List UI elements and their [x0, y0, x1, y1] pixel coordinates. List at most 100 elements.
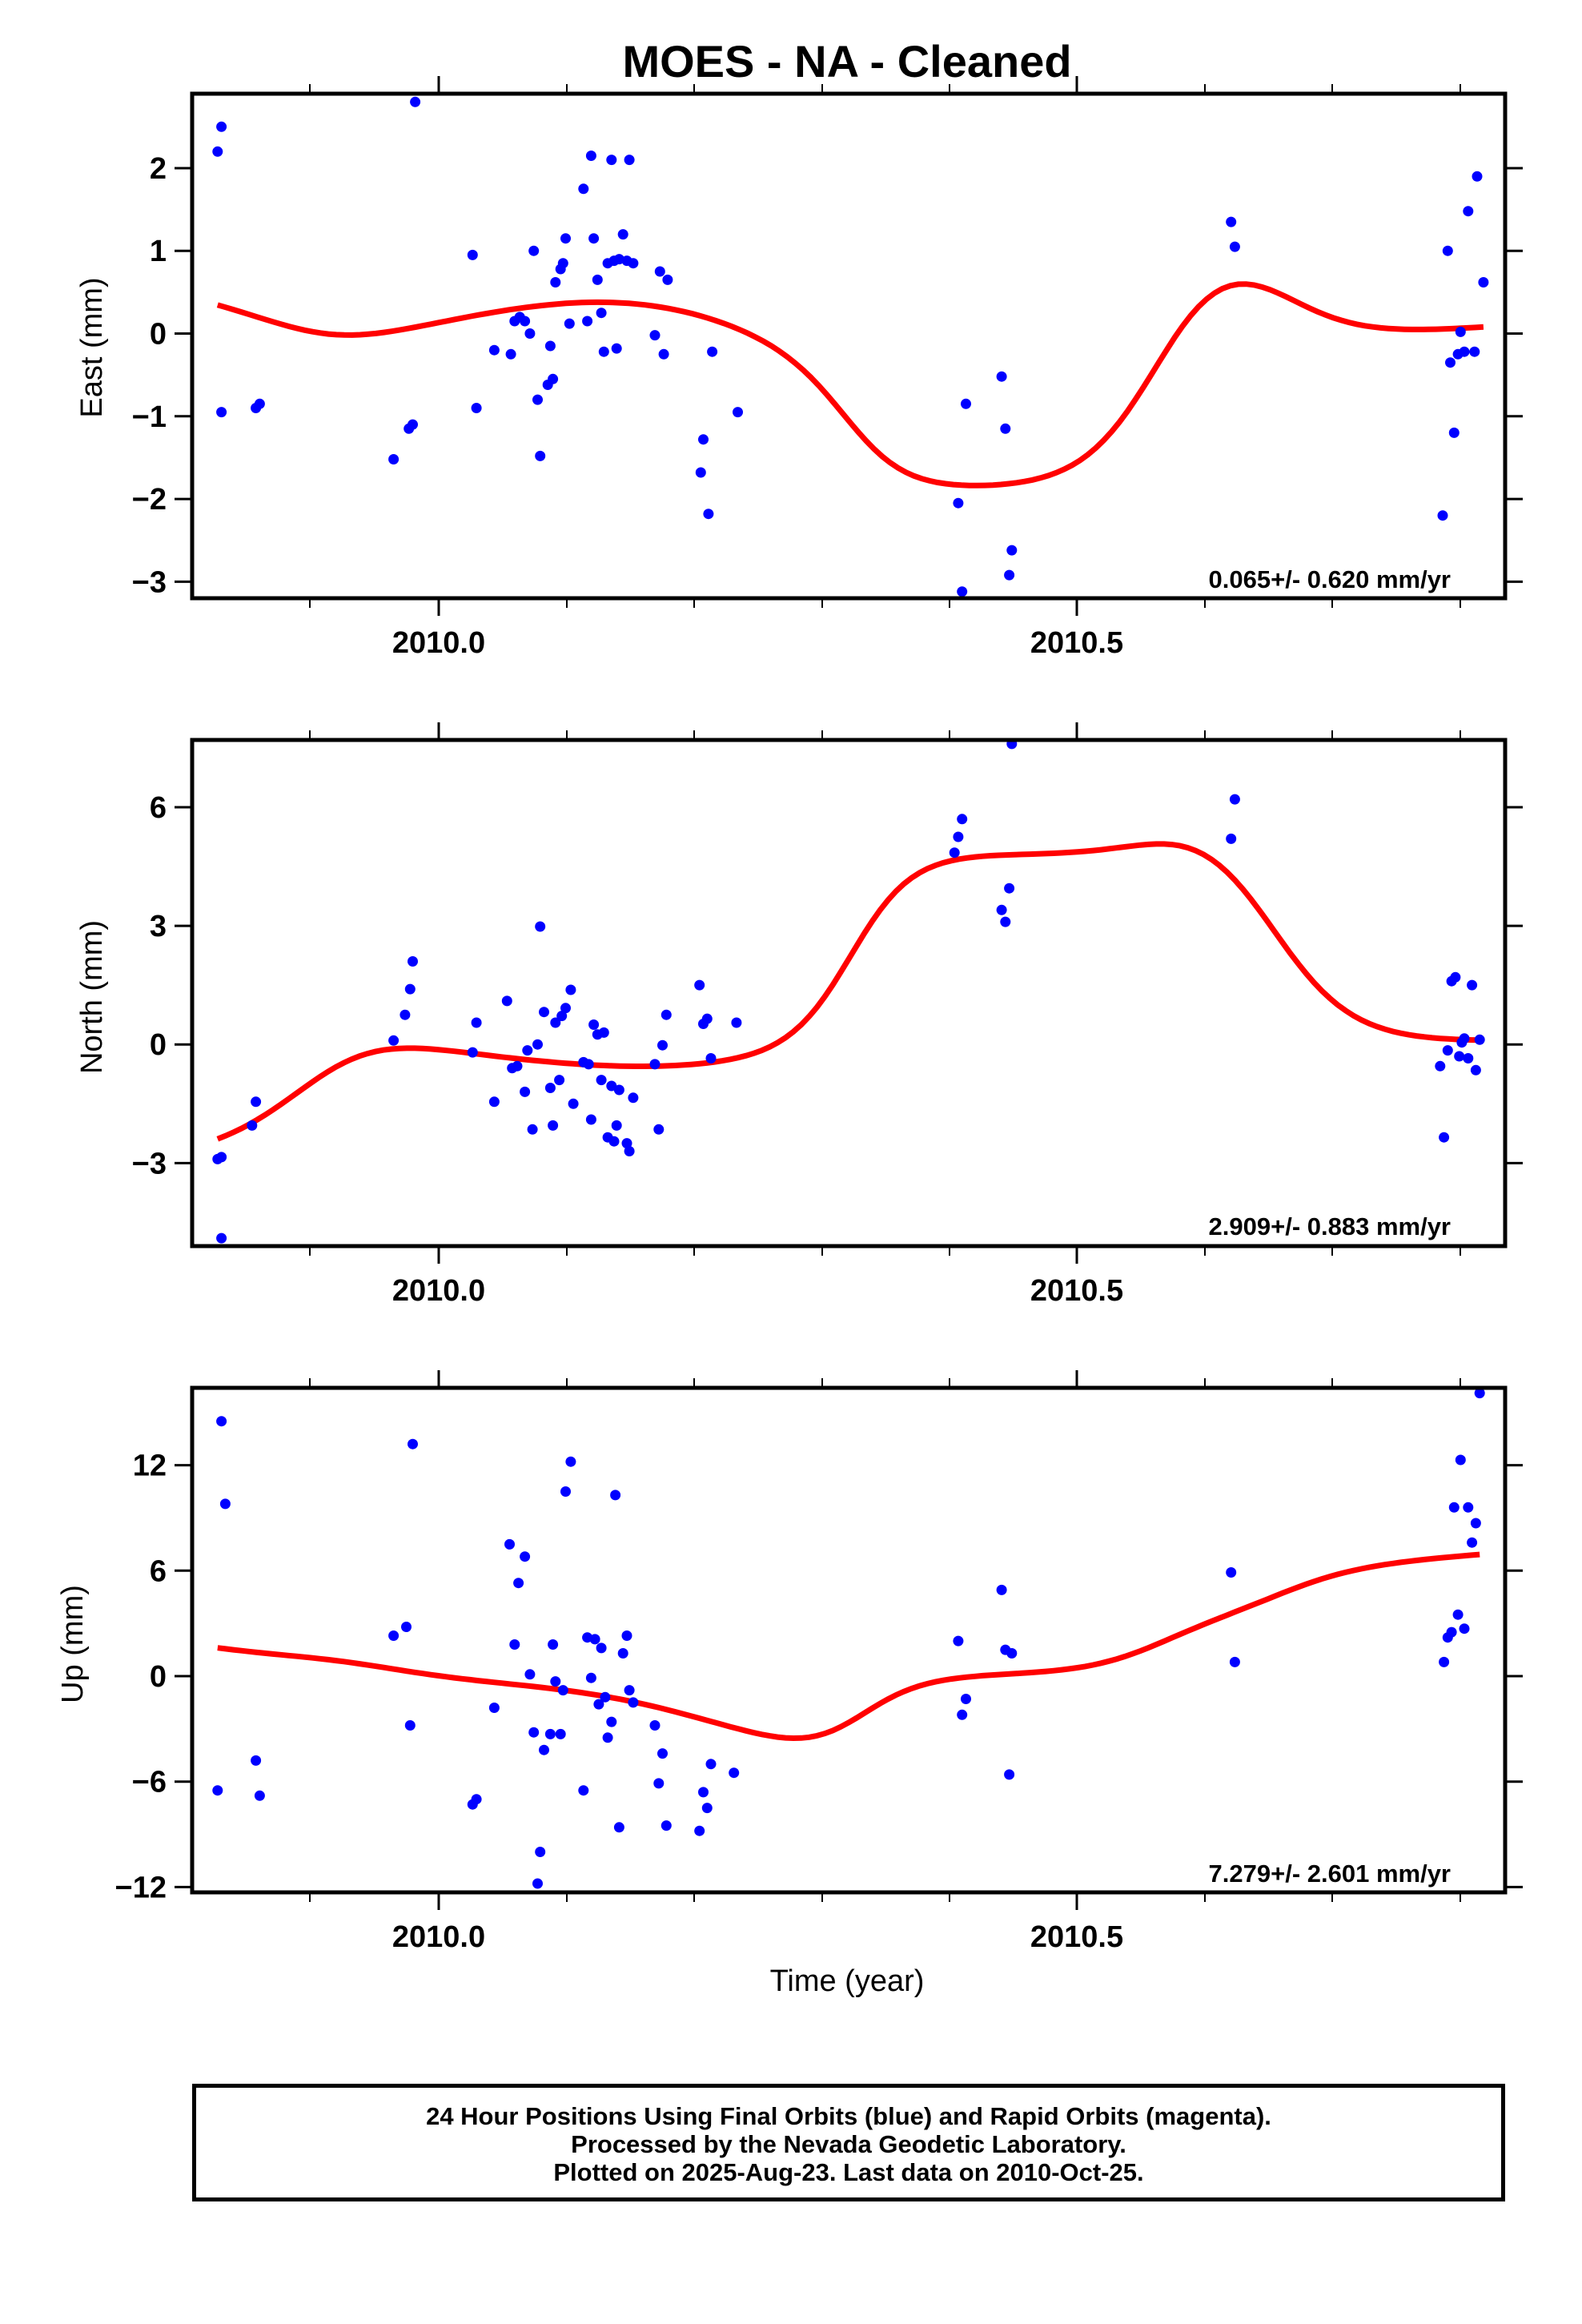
north-data-point	[583, 1059, 594, 1070]
up-data-point	[617, 1648, 628, 1659]
up-data-point	[1439, 1656, 1450, 1667]
east-data-point	[698, 434, 709, 445]
up-data-point	[957, 1709, 968, 1720]
north-data-point	[216, 1152, 227, 1163]
up-data-point	[1459, 1623, 1470, 1634]
up-data-point	[471, 1794, 482, 1805]
up-data-point	[404, 1720, 416, 1731]
up-data-point	[216, 1416, 227, 1427]
up-data-point	[401, 1622, 412, 1632]
north-data-point	[585, 1114, 596, 1125]
up-data-point	[1448, 1502, 1460, 1513]
north-data-point	[535, 921, 546, 932]
up-plot-frame	[190, 1385, 1508, 1895]
up-data-point	[1004, 1769, 1015, 1780]
up-x-tick-label: 2010.5	[1030, 1920, 1123, 1954]
up-data-point	[649, 1720, 661, 1731]
up-data-point	[694, 1825, 705, 1836]
up-data-point	[589, 1634, 600, 1645]
up-data-point	[961, 1694, 971, 1704]
east-y-tick-label: −1	[132, 400, 167, 434]
north-data-point	[1226, 833, 1237, 844]
up-data-point	[504, 1538, 515, 1550]
footer-line-orbits: 24 Hour Positions Using Final Orbits (bl…	[426, 2102, 1271, 2130]
east-data-point	[1006, 545, 1018, 556]
north-data-point	[512, 1060, 523, 1072]
north-y-tick-label: 0	[150, 1028, 167, 1062]
east-data-point	[1463, 206, 1474, 217]
up-data-point	[1455, 1454, 1466, 1466]
east-data-point	[611, 343, 622, 354]
up-data-point	[513, 1578, 524, 1589]
north-data-point	[400, 1009, 411, 1020]
east-data-point	[548, 373, 559, 384]
up-data-point	[1463, 1502, 1474, 1513]
north-rate-label: 2.909+/- 0.883 mm/yr	[1209, 1212, 1451, 1240]
east-data-point	[588, 233, 600, 244]
north-y-tick-label: 6	[150, 791, 167, 825]
north-x-tick-label: 2010.5	[1030, 1274, 1123, 1308]
up-data-point	[593, 1699, 604, 1710]
east-data-point	[582, 316, 593, 327]
footer-line-processed: Processed by the Nevada Geodetic Laborat…	[571, 2130, 1126, 2158]
up-data-point	[613, 1822, 624, 1833]
up-panel: 2010.0 2010.5 12 6 0 −6 −12 Up (mm) 7.279+/- 2…	[56, 1370, 1523, 1954]
north-data-point	[408, 956, 418, 967]
north-data-point	[1442, 1045, 1453, 1056]
up-fit-curve	[217, 1551, 1480, 1742]
up-data-point	[610, 1490, 621, 1501]
north-data-point	[556, 1011, 568, 1022]
up-data-point	[560, 1486, 571, 1497]
east-data-point	[1000, 423, 1011, 434]
north-data-point	[1463, 1053, 1474, 1063]
east-fit-layer	[216, 281, 1484, 489]
east-data-point	[598, 346, 609, 357]
north-data-point	[608, 1136, 620, 1147]
north-data-point	[1470, 1064, 1481, 1076]
north-data-point	[1435, 1060, 1446, 1072]
north-data-point	[606, 1080, 617, 1092]
up-data-point	[555, 1728, 566, 1739]
up-data-point	[596, 1642, 607, 1654]
east-data-point	[388, 454, 400, 464]
north-data-point	[996, 904, 1007, 915]
footer-note: 24 Hour Positions Using Final Orbits (bl…	[192, 2084, 1505, 2201]
north-data-point	[1454, 1051, 1465, 1062]
east-points-layer	[212, 96, 1489, 597]
chart-title: MOES - NA - Cleaned	[622, 36, 1071, 86]
up-data-point	[578, 1785, 589, 1796]
north-data-point	[1467, 979, 1478, 991]
east-data-point	[654, 266, 665, 277]
east-data-point	[544, 340, 556, 352]
north-data-point	[701, 1013, 713, 1024]
east-data-point	[1448, 427, 1460, 438]
east-data-point	[658, 348, 669, 360]
up-y-tick-label: 12	[133, 1449, 167, 1483]
up-y-tick-label: −12	[115, 1871, 167, 1904]
up-data-point	[548, 1639, 559, 1650]
up-rate-label: 7.279+/- 2.601 mm/yr	[1209, 1860, 1451, 1888]
up-data-point	[996, 1584, 1007, 1595]
north-data-point	[1474, 1034, 1485, 1045]
up-data-point	[1452, 1609, 1464, 1620]
up-x-tick-label: 2010.0	[392, 1920, 485, 1954]
east-data-point	[1459, 346, 1470, 357]
east-data-point	[488, 344, 500, 356]
up-data-point	[488, 1703, 500, 1713]
east-data-point	[1437, 510, 1448, 521]
north-data-point	[957, 814, 968, 825]
north-data-point	[501, 995, 512, 1007]
up-data-point	[532, 1878, 543, 1889]
up-data-point	[585, 1672, 596, 1683]
north-data-point	[488, 1096, 500, 1108]
north-data-point	[649, 1059, 661, 1070]
north-y-tick-label: −3	[132, 1147, 167, 1180]
up-y-tick-label: 0	[150, 1660, 167, 1694]
east-data-point	[1445, 357, 1456, 368]
north-data-point	[560, 1003, 571, 1014]
east-data-point	[564, 318, 575, 329]
north-data-point	[705, 1053, 717, 1063]
up-data-point	[1229, 1656, 1240, 1667]
east-data-point	[557, 258, 568, 269]
